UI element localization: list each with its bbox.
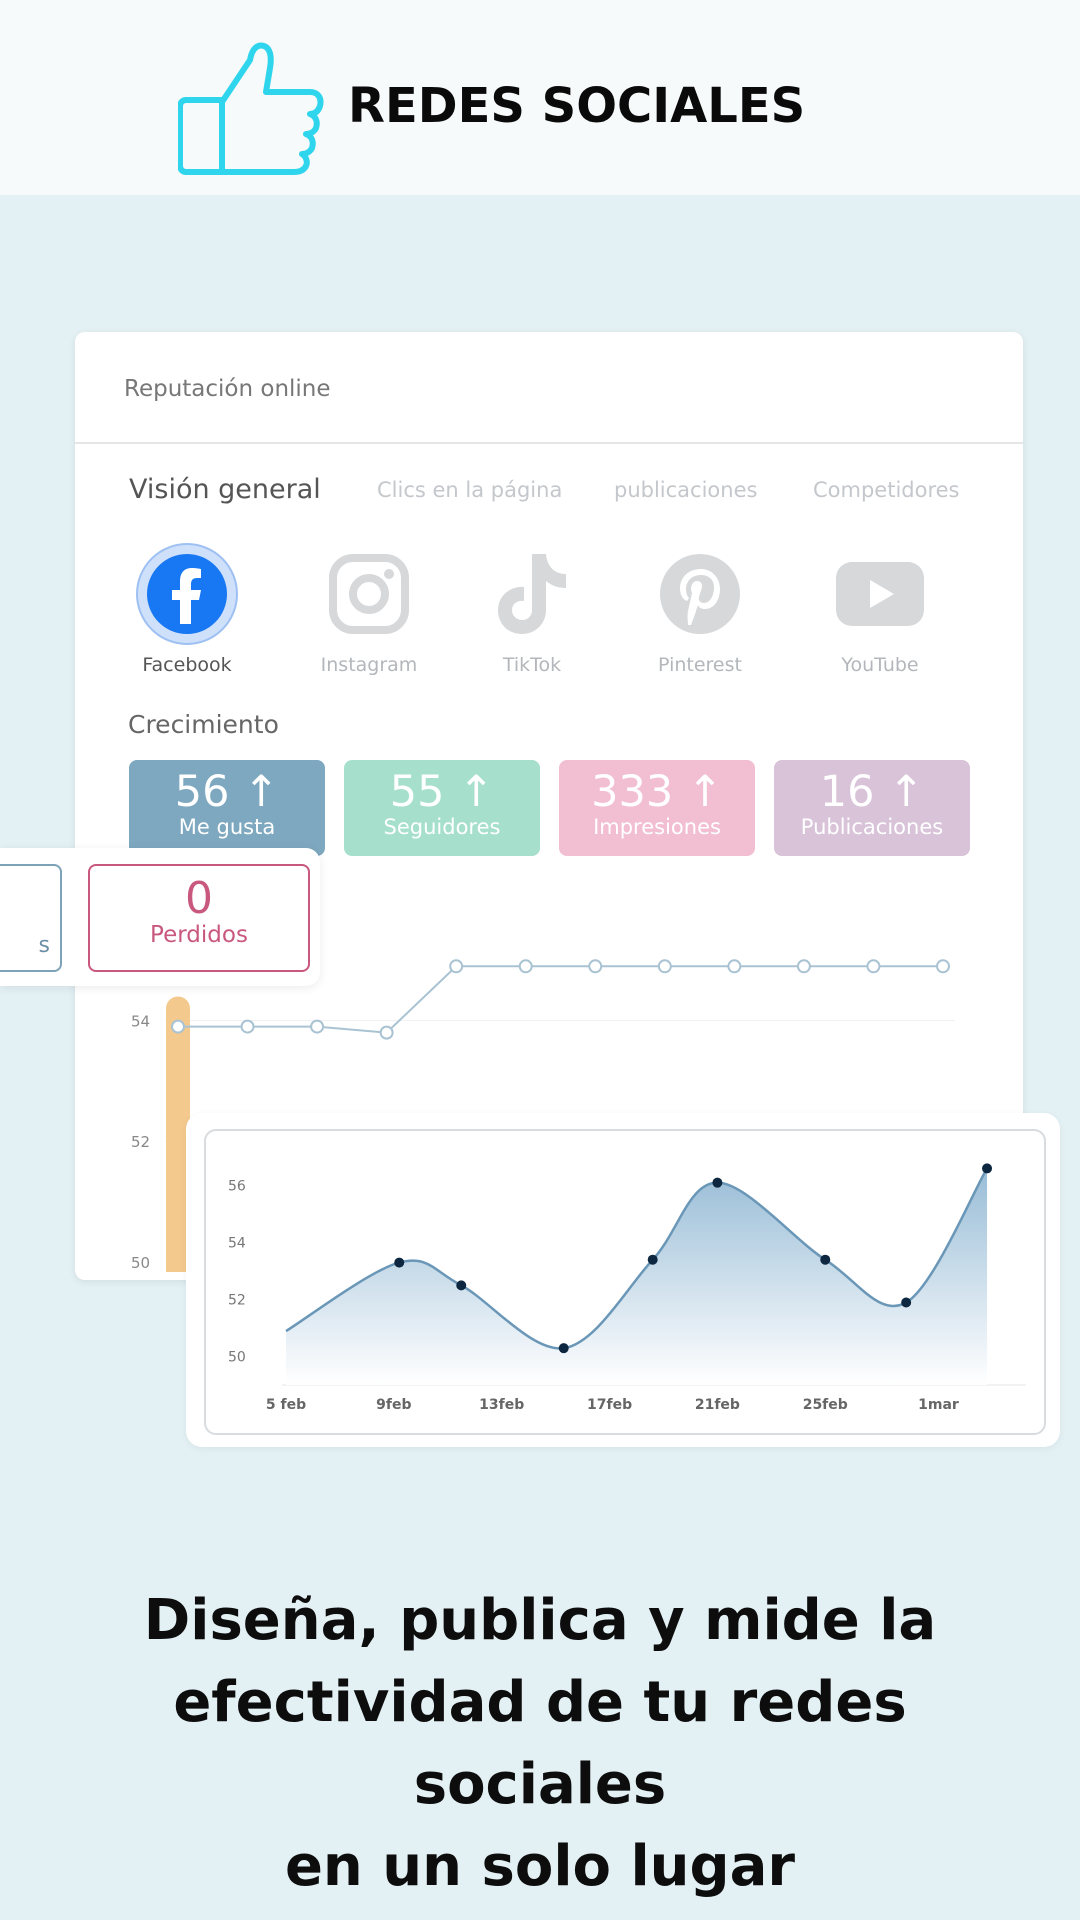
pinterest-icon: [648, 542, 752, 646]
data-point: [379, 1025, 394, 1040]
lost-value: 0: [185, 873, 213, 924]
data-point: [456, 1280, 467, 1291]
growth-title: Crecimiento: [128, 710, 279, 739]
y-tick-label: 50: [131, 1254, 150, 1272]
instagram-icon: [317, 542, 421, 646]
stat-value: 55: [389, 767, 445, 817]
area-chart-frame: 56 54 52 50 5 feb 9feb 13feb 17feb 21feb 25feb 1ma…: [204, 1129, 1046, 1435]
top-header: REDES SOCIALES: [0, 0, 1080, 195]
data-point: [657, 959, 672, 974]
stat-value: 333: [591, 767, 674, 817]
social-label-pinterest: Pinterest: [658, 654, 742, 676]
stat-publicaciones: 16 ↑ Publicaciones: [774, 760, 970, 856]
stat-seguidores: 55 ↑ Seguidores: [344, 760, 540, 856]
tiktok-icon: [480, 542, 584, 646]
data-point: [558, 1343, 569, 1354]
data-point: [727, 959, 742, 974]
series-line: [178, 965, 943, 1034]
social-label-tiktok: TikTok: [502, 654, 562, 676]
social-pinterest[interactable]: Pinterest: [635, 542, 765, 676]
y-tick-label: 54: [228, 1236, 246, 1252]
area-chart-card: 56 54 52 50 5 feb 9feb 13feb 17feb 21feb 25feb 1ma…: [186, 1113, 1060, 1447]
card-title: Reputación online: [124, 376, 331, 402]
x-tick-label: 9feb: [376, 1397, 411, 1413]
tab-competidores[interactable]: Competidores: [813, 478, 960, 502]
chart-bar: [166, 996, 190, 1272]
youtube-icon: [828, 542, 932, 646]
data-point: [901, 1297, 912, 1308]
stat-impresiones: 333 ↑ Impresiones: [559, 760, 755, 856]
data-point: [936, 959, 950, 974]
stat-value: 16: [819, 767, 875, 817]
tab-clics-pagina[interactable]: Clics en la página: [377, 478, 563, 502]
y-tick-label: 56: [228, 1179, 246, 1195]
tagline-line-2: efectividad de tu redes sociales: [173, 1670, 907, 1817]
tab-publicaciones[interactable]: publicaciones: [614, 478, 758, 502]
data-point: [171, 1019, 185, 1034]
data-point: [449, 959, 464, 974]
data-point: [518, 959, 533, 974]
tagline-line-1: Diseña, publica y mide la: [143, 1588, 937, 1653]
data-point: [712, 1177, 723, 1188]
thumbs-up-icon: [178, 42, 324, 175]
x-tick-label: 21feb: [695, 1397, 740, 1413]
social-label-instagram: Instagram: [320, 654, 418, 676]
y-tick-label: 54: [131, 1013, 150, 1031]
x-tick-label: 25feb: [803, 1397, 848, 1413]
up-arrow-icon: ↑: [458, 767, 495, 817]
stat-label: Impresiones: [593, 815, 721, 839]
x-tick-label: 17feb: [587, 1397, 632, 1413]
social-youtube[interactable]: YouTube: [815, 542, 945, 676]
social-label-facebook: Facebook: [142, 654, 232, 676]
gained-box: s: [0, 864, 62, 972]
y-tick-label: 52: [228, 1293, 246, 1309]
up-arrow-icon: ↑: [686, 767, 723, 817]
followers-summary-popup: s 0 Perdidos: [0, 848, 320, 986]
stat-label: Me gusta: [178, 815, 276, 839]
social-instagram[interactable]: Instagram: [304, 542, 434, 676]
data-point: [588, 959, 603, 974]
data-point: [866, 959, 881, 974]
y-tick-label: 50: [228, 1350, 246, 1366]
up-arrow-icon: ↑: [243, 767, 280, 817]
lost-box: 0 Perdidos: [88, 864, 310, 972]
social-label-youtube: YouTube: [841, 654, 919, 676]
y-tick-label: 52: [131, 1133, 150, 1151]
lost-label: Perdidos: [150, 922, 248, 948]
stat-value: 56: [174, 767, 230, 817]
data-point: [394, 1257, 405, 1268]
facebook-icon: [135, 542, 239, 646]
app-title: REDES SOCIALES: [348, 78, 806, 134]
tagline: Diseña, publica y mide la efectividad de…: [40, 1580, 1040, 1908]
stat-me-gusta: 56 ↑ Me gusta: [129, 760, 325, 856]
data-point: [796, 959, 811, 974]
social-facebook[interactable]: Facebook: [122, 542, 252, 676]
up-arrow-icon: ↑: [888, 767, 925, 817]
area-fill: [286, 1168, 988, 1385]
social-tiktok[interactable]: TikTok: [467, 542, 597, 676]
card-header: Reputación online: [75, 332, 1023, 444]
stat-label: Publicaciones: [800, 815, 944, 839]
gained-label-partial: s: [38, 933, 50, 958]
data-point: [982, 1163, 993, 1174]
data-point: [310, 1019, 325, 1034]
data-point: [647, 1254, 658, 1265]
x-tick-label: 5 feb: [266, 1397, 306, 1413]
data-point: [820, 1254, 831, 1265]
x-tick-label: 13feb: [479, 1397, 524, 1413]
stat-label: Seguidores: [383, 815, 501, 839]
area-chart: 56 54 52 50 5 feb 9feb 13feb 17feb 21feb 25feb 1ma…: [228, 1163, 1026, 1413]
tagline-line-3: en un solo lugar: [284, 1834, 796, 1899]
tab-vision-general[interactable]: Visión general: [129, 474, 321, 505]
x-tick-label: 1mar: [918, 1397, 959, 1413]
data-point: [240, 1019, 255, 1034]
